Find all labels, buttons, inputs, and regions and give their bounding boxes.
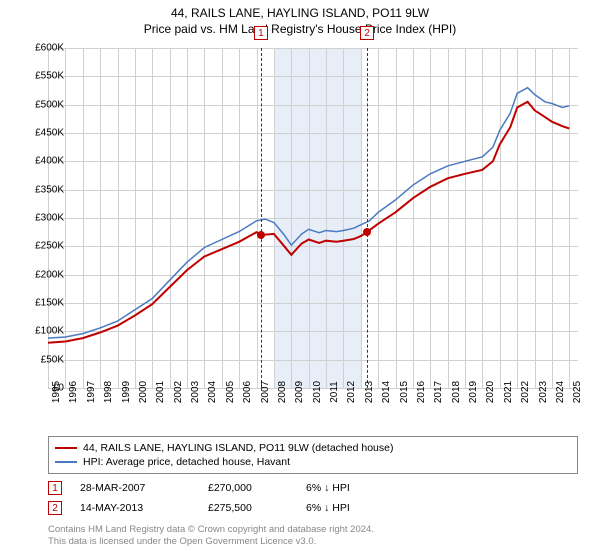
x-tick-label: 2006 [242, 381, 253, 403]
series-hpi [48, 88, 569, 338]
transaction-index: 2 [48, 501, 62, 515]
y-tick-label: £350K [20, 184, 64, 195]
event-dot [257, 231, 265, 239]
legend-row: 44, RAILS LANE, HAYLING ISLAND, PO11 9LW… [55, 441, 571, 455]
x-tick-label: 2009 [294, 381, 305, 403]
series-price_paid [48, 102, 569, 343]
footer-line: Contains HM Land Registry data © Crown c… [48, 524, 578, 536]
event-marker-box: 2 [360, 26, 374, 40]
series-lines [48, 48, 578, 388]
x-tick-label: 2020 [485, 381, 496, 403]
event-dot [363, 228, 371, 236]
transaction-price: £270,000 [208, 482, 288, 494]
transaction-date: 28-MAR-2007 [80, 482, 190, 494]
legend-row: HPI: Average price, detached house, Hava… [55, 455, 571, 469]
x-tick-label: 1996 [68, 381, 79, 403]
x-tick-label: 2012 [346, 381, 357, 403]
legend-swatch [55, 447, 77, 449]
y-tick-label: £200K [20, 269, 64, 280]
legend-label: 44, RAILS LANE, HAYLING ISLAND, PO11 9LW… [83, 442, 393, 454]
legend-label: HPI: Average price, detached house, Hava… [83, 456, 290, 468]
y-tick-label: £500K [20, 99, 64, 110]
transaction-delta: 6% ↓ HPI [306, 482, 386, 494]
transaction-date: 14-MAY-2013 [80, 502, 190, 514]
y-tick-label: £250K [20, 241, 64, 252]
x-tick-label: 2001 [155, 381, 166, 403]
y-tick-label: £100K [20, 326, 64, 337]
chart-legend: 44, RAILS LANE, HAYLING ISLAND, PO11 9LW… [48, 436, 578, 474]
x-tick-label: 2011 [329, 381, 340, 403]
page-subtitle: Price paid vs. HM Land Registry's House … [0, 20, 600, 36]
y-tick-label: £300K [20, 213, 64, 224]
x-tick-label: 2007 [260, 381, 271, 403]
y-tick-label: £550K [20, 71, 64, 82]
x-tick-label: 2008 [277, 381, 288, 403]
y-tick-label: £150K [20, 298, 64, 309]
x-tick-label: 2019 [468, 381, 479, 403]
y-tick-label: £450K [20, 128, 64, 139]
x-tick-label: 2024 [555, 381, 566, 403]
legend-swatch [55, 461, 77, 463]
event-marker-box: 1 [254, 26, 268, 40]
transaction-row: 2 14-MAY-2013 £275,500 6% ↓ HPI [48, 498, 578, 518]
x-tick-label: 1995 [51, 381, 62, 403]
x-tick-label: 2010 [312, 381, 323, 403]
footer-line: This data is licensed under the Open Gov… [48, 536, 578, 548]
transaction-delta: 6% ↓ HPI [306, 502, 386, 514]
x-tick-label: 2000 [138, 381, 149, 403]
x-tick-label: 2002 [173, 381, 184, 403]
page-title: 44, RAILS LANE, HAYLING ISLAND, PO11 9LW [0, 0, 600, 20]
footer-attribution: Contains HM Land Registry data © Crown c… [48, 524, 578, 549]
x-tick-label: 2014 [381, 381, 392, 403]
y-tick-label: £600K [20, 43, 64, 54]
x-tick-label: 2004 [207, 381, 218, 403]
x-tick-label: 2023 [538, 381, 549, 403]
x-tick-label: 1999 [121, 381, 132, 403]
x-tick-label: 1998 [103, 381, 114, 403]
x-tick-label: 2005 [225, 381, 236, 403]
line-chart: 12 [48, 48, 578, 388]
x-tick-label: 2025 [572, 381, 583, 403]
x-tick-label: 2016 [416, 381, 427, 403]
y-tick-label: £400K [20, 156, 64, 167]
x-tick-label: 2015 [399, 381, 410, 403]
x-tick-label: 2017 [433, 381, 444, 403]
x-tick-label: 2021 [503, 381, 514, 403]
transaction-price: £275,500 [208, 502, 288, 514]
y-tick-label: £50K [20, 354, 64, 365]
transaction-table: 1 28-MAR-2007 £270,000 6% ↓ HPI 2 14-MAY-2013… [48, 478, 578, 518]
transaction-row: 1 28-MAR-2007 £270,000 6% ↓ HPI [48, 478, 578, 498]
transaction-index: 1 [48, 481, 62, 495]
x-tick-label: 2013 [364, 381, 375, 403]
x-tick-label: 2018 [451, 381, 462, 403]
x-tick-label: 1997 [86, 381, 97, 403]
x-tick-label: 2022 [520, 381, 531, 403]
x-tick-label: 2003 [190, 381, 201, 403]
